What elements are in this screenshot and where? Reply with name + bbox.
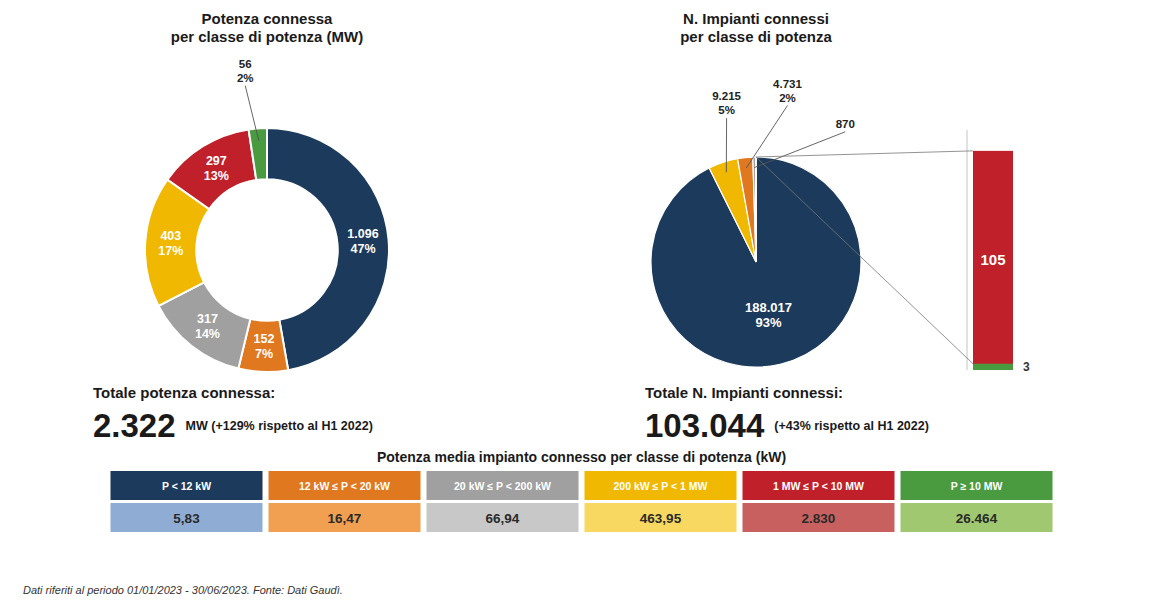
slice-label: 1527%	[254, 332, 275, 361]
chart-title: N. Impianti connessiper classe di potenz…	[680, 10, 832, 45]
slice-label-line: 47%	[350, 242, 375, 256]
slice-label-line: 13%	[204, 169, 229, 183]
donut-slice	[267, 128, 389, 370]
chart-title-line: Potenza connessa	[202, 10, 334, 27]
table-value: 5,83	[173, 511, 200, 526]
footer: Dati riferiti al periodo 01/01/2023 - 30…	[23, 584, 343, 596]
leader-line	[726, 118, 727, 172]
slice-label: 31714%	[195, 312, 220, 341]
chart-title-line: per classe di potenza (MW)	[171, 28, 364, 45]
slice-label-line: 9.215	[712, 90, 741, 102]
bar-chart: 105 3	[967, 130, 1030, 374]
table-header-cell	[427, 471, 579, 500]
table-title: Potenza media impianto connesso per clas…	[377, 449, 786, 465]
slice-label-line: 317	[197, 312, 218, 326]
bar	[973, 151, 1013, 370]
slice-label: 188.01793%	[745, 300, 792, 331]
slice-labels: 1.09647%1527%31714%40317%29713%562%	[158, 58, 378, 361]
pie-slice	[755, 157, 756, 262]
total-note: (+43% rispetto al H1 2022)	[774, 419, 929, 433]
connector-line	[756, 157, 973, 364]
slice-labels: 188.01793% 9.215 5% 4.731 2% 870	[712, 78, 855, 331]
slice-label-line: 2%	[779, 92, 796, 104]
table-value: 463,95	[640, 511, 682, 526]
slice-label: 4.731 2%	[773, 78, 802, 104]
table-value-cell	[427, 503, 579, 532]
table-header-cell	[743, 471, 895, 500]
slice-label-line: 1.096	[347, 227, 378, 241]
chart-title: Potenza connessaper classe di potenza (M…	[171, 10, 364, 45]
table-header-cell	[585, 471, 737, 500]
slice-label-line: 2%	[237, 72, 254, 84]
table-value-cell	[111, 503, 263, 532]
y-axis-line	[967, 130, 968, 370]
slice-label: 1.09647%	[347, 227, 378, 256]
table-value: 2.830	[802, 511, 836, 526]
slice-label-line: 4.731	[773, 78, 802, 90]
table-header-cell	[111, 471, 263, 500]
table-header: P ≥ 10 MW	[951, 480, 1003, 492]
slice-label-line: 188.017	[745, 300, 792, 315]
pie	[651, 157, 861, 367]
bar-label: 105	[980, 251, 1005, 268]
table-value: 26.464	[956, 511, 998, 526]
slice-label-line: 870	[836, 118, 855, 130]
pie-slice	[755, 157, 757, 262]
slice-label-line: 17%	[158, 244, 183, 258]
table-header: P < 12 kW	[162, 480, 211, 492]
chart-page: Potenza connessaper classe di potenza (M…	[0, 0, 1163, 603]
table-value-cell	[743, 503, 895, 532]
bar-label: 3	[1023, 360, 1030, 374]
slice-label-line: 403	[160, 229, 181, 243]
slice-label-line: 56	[239, 58, 252, 70]
chart-title-line: per classe di potenza	[680, 28, 832, 45]
slice-label-line: 5%	[718, 104, 735, 116]
connectors	[756, 151, 973, 364]
slice-label-line: 93%	[755, 315, 781, 330]
donut-slice	[167, 129, 256, 209]
leader-line	[245, 86, 258, 141]
slice-label: 9.215 5%	[712, 90, 741, 116]
slice-label-line: 7%	[255, 347, 273, 361]
slice-label-line: 152	[254, 332, 275, 346]
leader-line	[754, 132, 845, 168]
table-header-cell	[901, 471, 1053, 500]
total-note: MW (+129% rispetto al H1 2022)	[186, 419, 373, 433]
slice-label: 562%	[237, 58, 254, 84]
leader-line	[746, 106, 787, 169]
slice-label: 29713%	[204, 154, 229, 183]
total-value: 2.322	[93, 407, 176, 444]
table-header: 200 kW ≤ P < 1 MW	[614, 480, 708, 492]
slice-label-line: 14%	[195, 327, 220, 341]
chart-title-line: N. Impianti connessi	[683, 10, 829, 27]
table-value-cell	[269, 503, 421, 532]
total-value: 103.044	[645, 407, 765, 444]
pie-slice	[738, 157, 756, 262]
pie-slice	[753, 157, 756, 262]
table-header: 1 MW ≤ P < 10 MW	[773, 480, 864, 492]
table-value-cell	[585, 503, 737, 532]
slice-label: 870	[836, 118, 855, 130]
table-value: 16,47	[328, 511, 362, 526]
table-header: 20 kW ≤ P < 200 kW	[454, 480, 551, 492]
table: P < 12 kW 5,83 12 kW ≤ P < 20 kW 16,47 20 kW…	[111, 471, 1053, 532]
bars	[973, 151, 1013, 370]
donut	[145, 128, 389, 372]
table-header-cell	[269, 471, 421, 500]
total-title: Totale potenza connessa:	[93, 384, 275, 401]
connector-line	[756, 151, 973, 157]
total-title: Totale N. Impianti connessi:	[645, 384, 843, 401]
table-header: 12 kW ≤ P < 20 kW	[299, 480, 390, 492]
slice-label: 40317%	[158, 229, 183, 258]
slice-label-line: 297	[206, 154, 227, 168]
table-value-cell	[901, 503, 1053, 532]
pie-slice	[651, 157, 861, 367]
bar	[973, 364, 1013, 370]
table-value: 66,94	[486, 511, 520, 526]
